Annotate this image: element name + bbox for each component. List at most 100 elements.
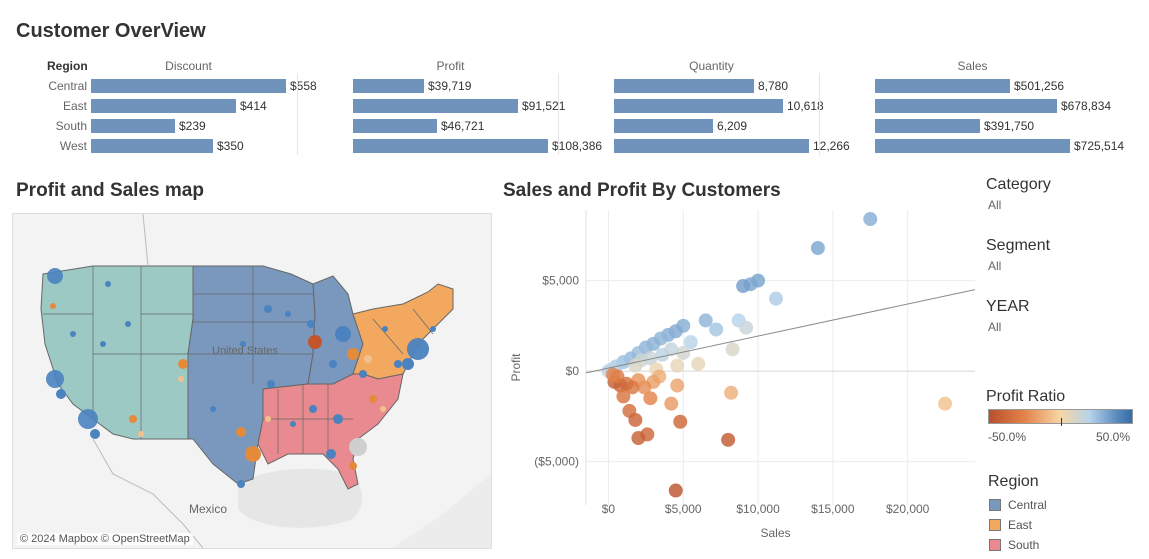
region-row-label: East [62, 99, 87, 113]
bar-sales-west[interactable] [875, 139, 1070, 153]
bar-discount-central[interactable] [91, 79, 286, 93]
scatter-point[interactable] [725, 342, 740, 357]
bar-value-label: 8,780 [758, 79, 789, 93]
bar-value-label: $391,750 [984, 119, 1035, 133]
bar-profit-south[interactable] [353, 119, 437, 133]
trend-line [585, 289, 976, 374]
bar-value-label: $350 [217, 139, 244, 153]
bar-value-label: $558 [290, 79, 317, 93]
profit-ratio-max-label: 50.0% [1096, 430, 1131, 444]
scatter-point[interactable] [810, 241, 825, 256]
column-header-discount: Discount [165, 59, 212, 73]
region-row-label: South [55, 119, 87, 133]
scatter-point[interactable] [655, 347, 670, 362]
region-legend-item[interactable]: South [989, 535, 1047, 555]
bar-quantity-south[interactable] [614, 119, 713, 133]
filter-value-category[interactable]: All [988, 198, 1002, 212]
scatter-point[interactable] [736, 279, 751, 294]
bar-value-label: 10,618 [787, 99, 824, 113]
scatter-point[interactable] [938, 396, 953, 411]
column-header-sales: Sales [957, 59, 988, 73]
bar-quantity-east[interactable] [614, 99, 783, 113]
scatter-point[interactable] [616, 389, 631, 404]
bar-value-label: $91,521 [522, 99, 566, 113]
region-row-label: Central [48, 79, 87, 93]
profit-sales-map[interactable]: United States Mexico © 2024 Mapbox © Ope… [12, 213, 492, 549]
x-tick-label: $15,000 [811, 502, 855, 516]
x-tick-label: $0 [602, 502, 616, 516]
scatter-title: Sales and Profit By Customers [503, 180, 781, 201]
scatter-point[interactable] [628, 412, 643, 427]
region-legend-title: Region [988, 473, 1039, 490]
bar-discount-south[interactable] [91, 119, 175, 133]
scatter-point[interactable] [739, 320, 754, 335]
region-legend-item[interactable]: East [989, 515, 1047, 535]
y-tick-label: $0 [566, 364, 580, 378]
bar-value-label: $678,834 [1061, 99, 1112, 113]
region-legend: Central East South [989, 495, 1047, 555]
bar-value-label: $501,256 [1014, 79, 1065, 93]
filter-title-category: Category [986, 176, 1051, 193]
filter-value-segment[interactable]: All [988, 259, 1002, 273]
x-axis-label: Sales [760, 526, 790, 540]
filter-value-year[interactable]: All [988, 320, 1002, 334]
bar-profit-central[interactable] [353, 79, 424, 93]
bar-sales-south[interactable] [875, 119, 980, 133]
x-tick-label: $20,000 [886, 502, 930, 516]
scatter-point[interactable] [670, 378, 685, 393]
bar-quantity-central[interactable] [614, 79, 754, 93]
map-country-label: United States [212, 345, 279, 357]
scatter-chart[interactable]: $0 $5,000 $10,000 $15,000 $20,000 $5,000 $0 ($5… [500, 205, 980, 555]
bar-profit-west[interactable] [353, 139, 548, 153]
scatter-point[interactable] [863, 212, 878, 227]
scatter-point[interactable] [664, 396, 679, 411]
bar-sales-central[interactable] [875, 79, 1010, 93]
map-title: Profit and Sales map [16, 180, 204, 201]
filter-title-year: YEAR [986, 298, 1030, 315]
legend-swatch [989, 499, 1001, 511]
y-tick-label: $5,000 [542, 274, 579, 288]
region-legend-item[interactable]: Central [989, 495, 1047, 515]
column-divider [819, 73, 820, 155]
legend-label: East [1008, 518, 1033, 532]
bar-discount-east[interactable] [91, 99, 236, 113]
scatter-point[interactable] [721, 432, 736, 447]
bar-sales-east[interactable] [875, 99, 1057, 113]
scatter-point[interactable] [676, 345, 691, 360]
bar-discount-west[interactable] [91, 139, 213, 153]
bar-value-label: 6,209 [717, 119, 748, 133]
column-header-quantity: Quantity [689, 59, 734, 73]
map-attribution: © 2024 Mapbox © OpenStreetMap [17, 533, 193, 545]
scatter-point[interactable] [769, 291, 784, 306]
bar-profit-east[interactable] [353, 99, 518, 113]
scatter-point[interactable] [673, 414, 688, 429]
bar-value-label: $725,514 [1074, 139, 1125, 153]
bar-value-label: 12,266 [813, 139, 850, 153]
y-axis-label: Profit [509, 353, 523, 382]
legend-label: Central [1008, 498, 1047, 512]
scatter-point[interactable] [691, 356, 706, 371]
scatter-point[interactable] [698, 313, 713, 328]
scatter-point[interactable] [724, 385, 739, 400]
scatter-point[interactable] [709, 322, 724, 337]
legend-swatch [989, 539, 1001, 551]
x-tick-label: $10,000 [736, 502, 780, 516]
scatter-point[interactable] [683, 335, 698, 350]
scatter-point[interactable] [605, 367, 620, 382]
scatter-point[interactable] [628, 358, 643, 373]
scatter-point[interactable] [670, 358, 685, 373]
scatter-point[interactable] [631, 431, 646, 446]
map-mexico-label: Mexico [189, 502, 227, 516]
legend-label: South [1008, 538, 1040, 552]
legend-swatch [989, 519, 1001, 531]
column-divider [558, 73, 559, 155]
column-header-profit: Profit [436, 59, 465, 73]
profit-ratio-color-ramp[interactable] [988, 409, 1133, 424]
bar-value-label: $414 [240, 99, 267, 113]
scatter-point[interactable] [643, 391, 658, 406]
bar-quantity-west[interactable] [614, 139, 809, 153]
map-markers [46, 268, 436, 488]
map-canvas: United States Mexico [13, 214, 491, 548]
profit-ratio-min-label: -50.0% [988, 430, 1027, 444]
scatter-point[interactable] [668, 483, 683, 498]
